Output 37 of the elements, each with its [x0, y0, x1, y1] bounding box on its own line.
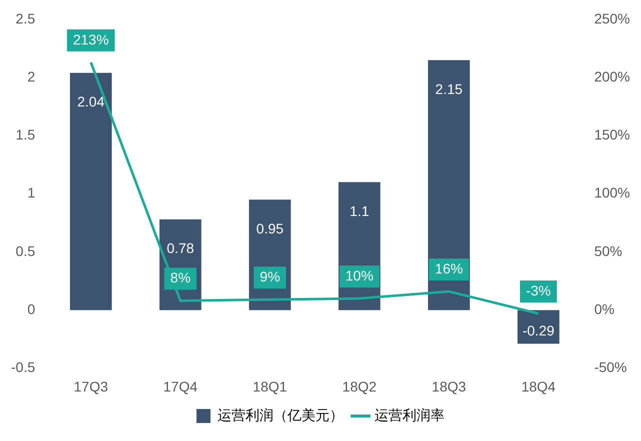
x-tick-label: 18Q2 — [342, 378, 377, 394]
bar — [428, 60, 470, 310]
data-label: -3% — [526, 282, 551, 298]
y-tick-label: 1.5 — [16, 126, 36, 143]
y-tick-label: 1 — [27, 184, 36, 201]
data-label: 0.78 — [166, 240, 194, 256]
bar — [70, 72, 112, 310]
x-tick-label: 18Q1 — [252, 378, 288, 394]
x-tick-label: 17Q3 — [74, 378, 108, 394]
legend-label: 运营利润（亿美元） — [218, 406, 344, 423]
y-tick-label: 0 — [27, 300, 36, 317]
y2-tick-label: 0% — [594, 300, 614, 317]
data-label: 10% — [345, 267, 374, 284]
data-label: 213% — [72, 31, 109, 48]
y2-tick-label: -50% — [594, 359, 627, 376]
y-tick-label: 2.5 — [16, 10, 36, 26]
bar — [518, 310, 560, 344]
y-tick-label: 2 — [27, 68, 36, 84]
y2-tick-label: 200% — [594, 68, 630, 84]
x-tick-label: 18Q3 — [432, 378, 466, 394]
y2-tick-label: 150% — [594, 126, 630, 143]
data-label: 16% — [434, 260, 463, 276]
y-tick-label: -0.5 — [11, 359, 36, 376]
data-label: 9% — [260, 268, 280, 284]
data-label: 2.04 — [77, 94, 105, 110]
legend-label: 运营利润率 — [374, 406, 444, 423]
x-tick-label: 18Q4 — [521, 378, 556, 394]
data-label: 1.1 — [350, 203, 370, 220]
data-label: 0.95 — [256, 220, 284, 236]
data-label: 2.15 — [435, 80, 463, 97]
y-tick-label: 0.5 — [16, 242, 36, 259]
y2-tick-label: 50% — [594, 242, 622, 259]
data-label: 8% — [170, 270, 191, 286]
data-label: -0.29 — [522, 322, 555, 339]
x-tick-label: 17Q4 — [163, 378, 198, 394]
y2-tick-label: 100% — [594, 184, 630, 201]
y2-tick-label: 250% — [594, 10, 630, 26]
